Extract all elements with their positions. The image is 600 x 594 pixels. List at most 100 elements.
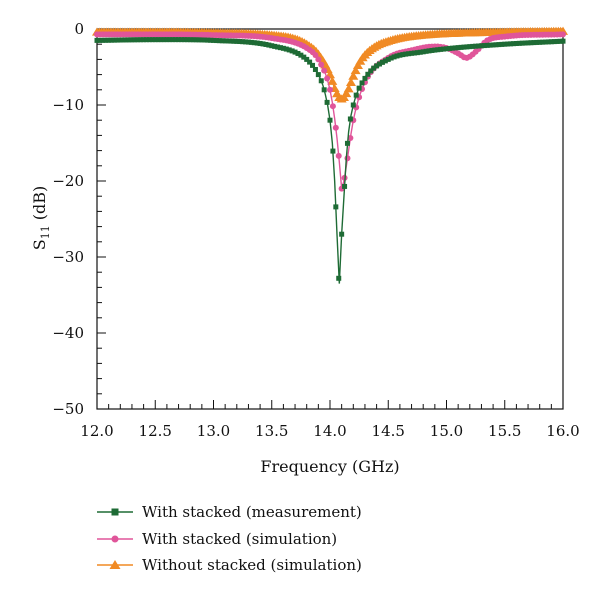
marker-square [464,44,470,50]
marker-square [243,39,249,45]
marker-square [423,48,429,54]
legend-item: With stacked (measurement) [97,503,362,521]
marker-square [400,52,406,58]
marker-square [330,148,336,154]
marker-triangle [341,88,352,98]
marker-square [473,43,479,49]
marker-square [531,40,537,46]
marker-square [318,78,324,84]
marker-square [219,38,225,44]
marker-square [540,39,546,45]
marker-square [158,37,164,43]
marker-square [377,61,383,67]
marker-square [467,44,473,50]
marker-square [327,117,333,123]
marker-square [312,66,318,72]
marker-circle [321,67,328,74]
marker-square [321,87,327,93]
marker-square [114,37,120,43]
marker-square [310,62,316,68]
marker-square [126,37,132,43]
marker-square [106,37,112,43]
marker-square [222,38,228,44]
marker-square [211,37,216,43]
plot-border [96,28,564,410]
marker-square [190,37,196,43]
marker-square [333,204,339,210]
marker-circle [312,52,319,59]
marker-triangle [348,71,359,80]
marker-square [117,37,123,43]
marker-square [365,71,371,77]
marker-triangle [350,65,361,75]
marker-square [120,37,126,43]
marker-square [516,40,522,46]
marker-square [461,44,467,50]
marker-square [181,37,187,43]
marker-square [371,65,377,71]
marker-square [129,37,135,43]
marker-square [543,39,549,45]
marker-square [344,140,350,146]
marker-square [275,44,281,50]
marker-triangle [345,77,356,87]
marker-square [135,37,141,43]
series-circle [94,31,566,192]
marker-square [356,85,362,91]
marker-square [554,38,560,44]
marker-square [324,99,330,105]
marker-square [187,37,193,43]
y-tick-label: −30 [52,248,84,266]
marker-square [295,50,301,56]
marker-square [496,42,502,48]
marker-square [458,44,464,50]
marker-triangle [327,76,338,85]
marker-square [478,43,484,49]
marker-square [149,37,155,43]
legend-item: Without stacked (simulation) [97,556,362,574]
marker-square [441,46,447,52]
marker-square [484,42,490,48]
marker-square [109,37,115,43]
marker-square [111,508,119,516]
legend-label: Without stacked (simulation) [142,556,362,574]
y-axis-title: S11 (dB) [30,186,52,251]
x-axis-ticks: 12.0 12.5 13.0 13.5 14.0 14.5 15.0 15.5 16.0 [80,400,580,440]
marker-square [382,58,388,64]
marker-square [298,52,304,58]
marker-square [499,41,505,47]
marker-square [359,80,365,86]
marker-circle [344,155,351,162]
marker-square [155,37,161,43]
marker-square [368,68,374,74]
marker-square [277,45,283,51]
marker-square [420,49,426,55]
x-tick-label: 12.5 [139,422,172,440]
marker-square [374,63,380,69]
marker-square [251,40,257,46]
marker-square [138,37,144,43]
series-layer [92,26,568,284]
marker-square [508,41,514,47]
marker-square [228,38,234,44]
x-axis-title: Frequency (GHz) [260,457,399,476]
y-axis-ticks: 0 −10 −20 −30 −40 −50 [52,20,106,418]
marker-square [385,56,391,62]
marker-square [315,72,321,78]
marker-square [409,50,415,56]
marker-square [103,37,109,43]
marker-square [353,92,359,98]
marker-square [426,48,432,54]
marker-square [388,55,394,61]
marker-square [406,51,412,57]
plot-frame [96,28,564,410]
marker-square [257,40,263,46]
marker-square [548,39,554,45]
marker-triangle [352,60,363,70]
marker-square [476,43,482,49]
marker-square [286,47,292,53]
legend: With stacked (measurement) With stacked (… [97,503,362,574]
marker-square [304,56,310,62]
marker-circle [329,103,336,110]
